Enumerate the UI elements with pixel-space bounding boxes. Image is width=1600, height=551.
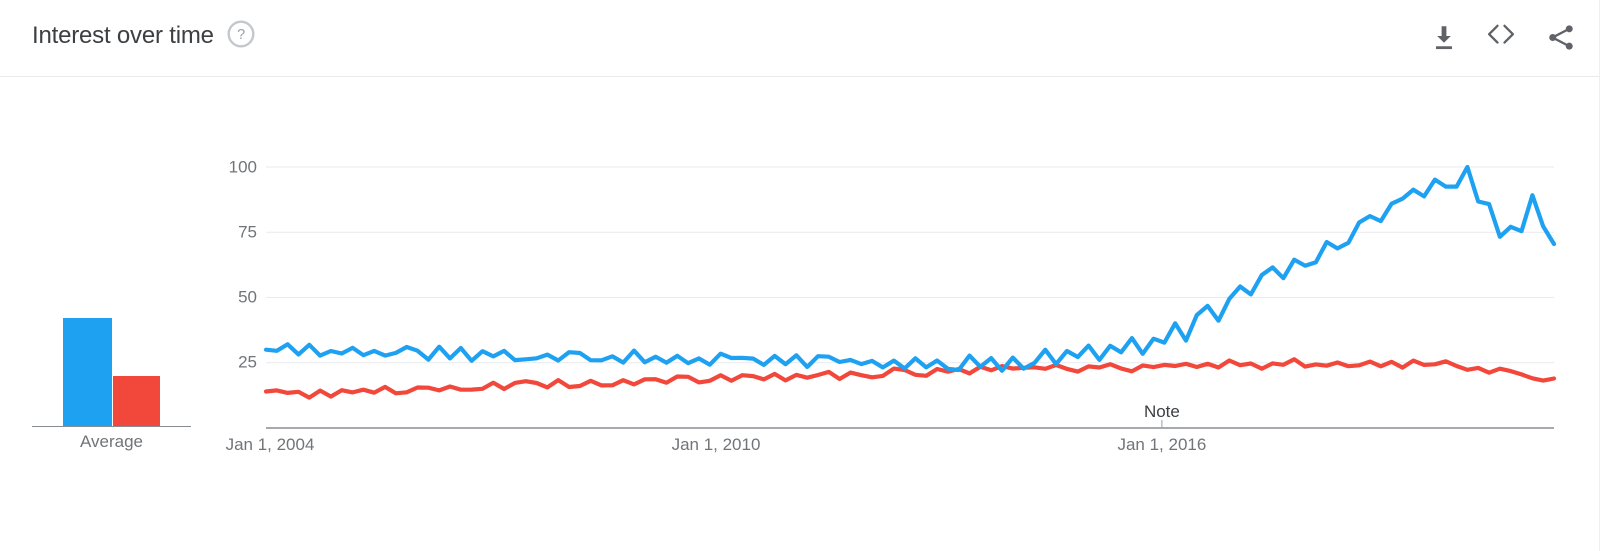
svg-text:Jan 1, 2004: Jan 1, 2004 xyxy=(226,435,315,454)
svg-text:Jan 1, 2016: Jan 1, 2016 xyxy=(1117,435,1206,454)
svg-text:25: 25 xyxy=(238,353,257,372)
svg-text:50: 50 xyxy=(238,288,257,307)
svg-text:Jan 1, 2010: Jan 1, 2010 xyxy=(672,435,761,454)
svg-text:Note: Note xyxy=(1144,402,1180,421)
svg-text:100: 100 xyxy=(229,158,257,177)
svg-text:75: 75 xyxy=(238,223,257,242)
